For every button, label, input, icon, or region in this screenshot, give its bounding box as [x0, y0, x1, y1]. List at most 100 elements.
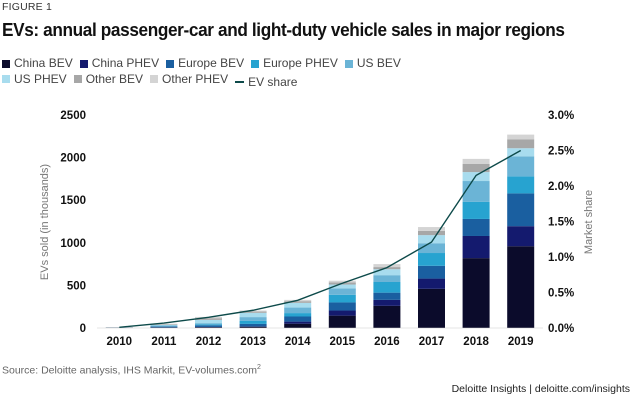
y2-tick-label: 1.0%	[548, 252, 574, 264]
bar-stack	[373, 264, 401, 328]
legend-item: Other PHEV	[150, 72, 228, 87]
y2-axis-title: Market share	[583, 190, 595, 254]
bar-segment	[462, 258, 490, 328]
x-tick-label: 2014	[285, 336, 311, 348]
y-tick-label: 1000	[60, 238, 86, 250]
legend-swatch	[2, 59, 10, 68]
credit: Deloitte Insights | deloitte.com/insight…	[451, 383, 630, 395]
source-footnote: 2	[257, 364, 261, 371]
source-text: Source: Deloitte analysis, IHS Markit, E…	[2, 364, 258, 377]
bar-segment	[418, 227, 445, 231]
bar-stack	[284, 299, 312, 328]
x-tick-label: 2012	[196, 336, 222, 348]
bar-segment	[195, 323, 222, 325]
bar-segment	[462, 201, 490, 219]
ev-share-line-layer	[119, 149, 522, 328]
bar-segment	[195, 327, 222, 328]
bar-segment	[328, 284, 356, 289]
x-axis-ticks: 2010 2011 2012 2013 2014 2015 2016 2017 2018 2019	[107, 336, 534, 348]
bar-segment	[507, 139, 535, 149]
legend-label: Other PHEV	[162, 71, 229, 86]
bar-stack	[507, 134, 535, 328]
bar-segment	[418, 265, 445, 279]
bar-segment	[507, 148, 535, 157]
y2-tick-label: 2.5%	[548, 146, 574, 158]
x-tick-label: 2019	[508, 336, 534, 348]
bar-segment	[328, 280, 356, 283]
y2-tick-label: 3.0%	[548, 110, 574, 122]
legend: China BEV China PHEV Europe BEV Europe PHEV…	[2, 56, 442, 90]
legend-item: China BEV	[2, 56, 73, 71]
figure-label: FIGURE 1	[2, 1, 53, 13]
legend-swatch	[166, 59, 175, 68]
bar-segment	[507, 226, 535, 247]
legend-label: China PHEV	[91, 56, 160, 70]
legend-label: Europe PHEV	[263, 56, 338, 70]
x-tick-label: 2018	[463, 336, 489, 348]
bar-stack	[239, 310, 267, 328]
bar-stack	[418, 227, 445, 328]
bar-segment	[462, 218, 490, 236]
bar-segment	[373, 305, 401, 328]
y2-tick-label: 0.0%	[548, 323, 574, 335]
bar-segment	[328, 302, 356, 311]
x-tick-label: 2017	[419, 336, 445, 348]
legend-swatch	[251, 59, 260, 68]
bar-segment	[507, 246, 535, 328]
bar-segment	[239, 326, 267, 328]
bars	[105, 134, 535, 328]
ev-share-line	[119, 149, 522, 328]
bar-segment	[239, 311, 267, 313]
bar-segment	[507, 193, 535, 227]
bar-segment	[418, 243, 445, 254]
bar-segment	[373, 275, 401, 282]
bar-segment	[195, 319, 222, 324]
x-tick-label: 2015	[330, 336, 356, 348]
legend-item: Europe BEV	[166, 56, 244, 71]
bar-segment	[418, 253, 445, 266]
bar-segment	[462, 235, 490, 259]
bar-segment	[418, 288, 445, 328]
bar-segment	[284, 302, 312, 308]
bar-segment	[507, 156, 535, 177]
bar-segment	[239, 320, 267, 324]
right-axis-ticks: 0.0% 0.5% 1.0% 1.5% 2.0% 2.5% 3.0%	[548, 110, 574, 335]
legend-item: China PHEV	[79, 56, 160, 71]
legend-item: US BEV	[344, 56, 401, 71]
bar-segment	[284, 321, 312, 324]
legend-item: US PHEV	[2, 72, 67, 87]
bar-stack	[462, 158, 490, 328]
bar-segment	[328, 315, 356, 328]
bar-segment	[418, 235, 445, 244]
legend-swatch	[344, 59, 353, 68]
bar-segment	[284, 313, 312, 317]
bar-segment	[507, 134, 535, 140]
bar-segment	[328, 310, 356, 316]
x-tick-label: 2016	[374, 336, 400, 348]
bar-segment	[150, 325, 178, 327]
legend-label: China BEV	[14, 56, 73, 70]
x-tick-label: 2011	[151, 336, 177, 348]
y-tick-label: 0	[80, 323, 86, 335]
legend-swatch	[2, 75, 10, 83]
left-axis-ticks: 0 500 1000 1500 2000 2500	[60, 110, 86, 335]
legend-label: US PHEV	[14, 71, 67, 86]
source-note: Source: Deloitte analysis, IHS Markit, E…	[2, 364, 261, 377]
y2-tick-label: 1.5%	[548, 217, 574, 229]
bar-segment	[284, 323, 312, 328]
chart: 0 500 1000 1500 2000 2500 0.0% 0.5% 1.0% 1.5% 2.0…	[39, 110, 595, 348]
legend-line-swatch	[235, 81, 245, 83]
bar-segment	[462, 158, 490, 164]
legend-swatch	[150, 75, 159, 83]
y-axis-title: EVs sold (in thousands)	[39, 164, 51, 280]
legend-item: EV share	[235, 75, 297, 90]
bar-segment	[373, 281, 401, 293]
chart-title: EVs: annual passenger-car and light-duty…	[2, 19, 565, 40]
legend-swatch	[79, 59, 88, 68]
bar-segment	[418, 230, 445, 236]
bar-segment	[239, 312, 267, 318]
bar-segment	[373, 292, 401, 300]
y-tick-label: 2000	[60, 153, 86, 165]
bar-segment	[373, 299, 401, 306]
bar-segment	[195, 318, 222, 320]
